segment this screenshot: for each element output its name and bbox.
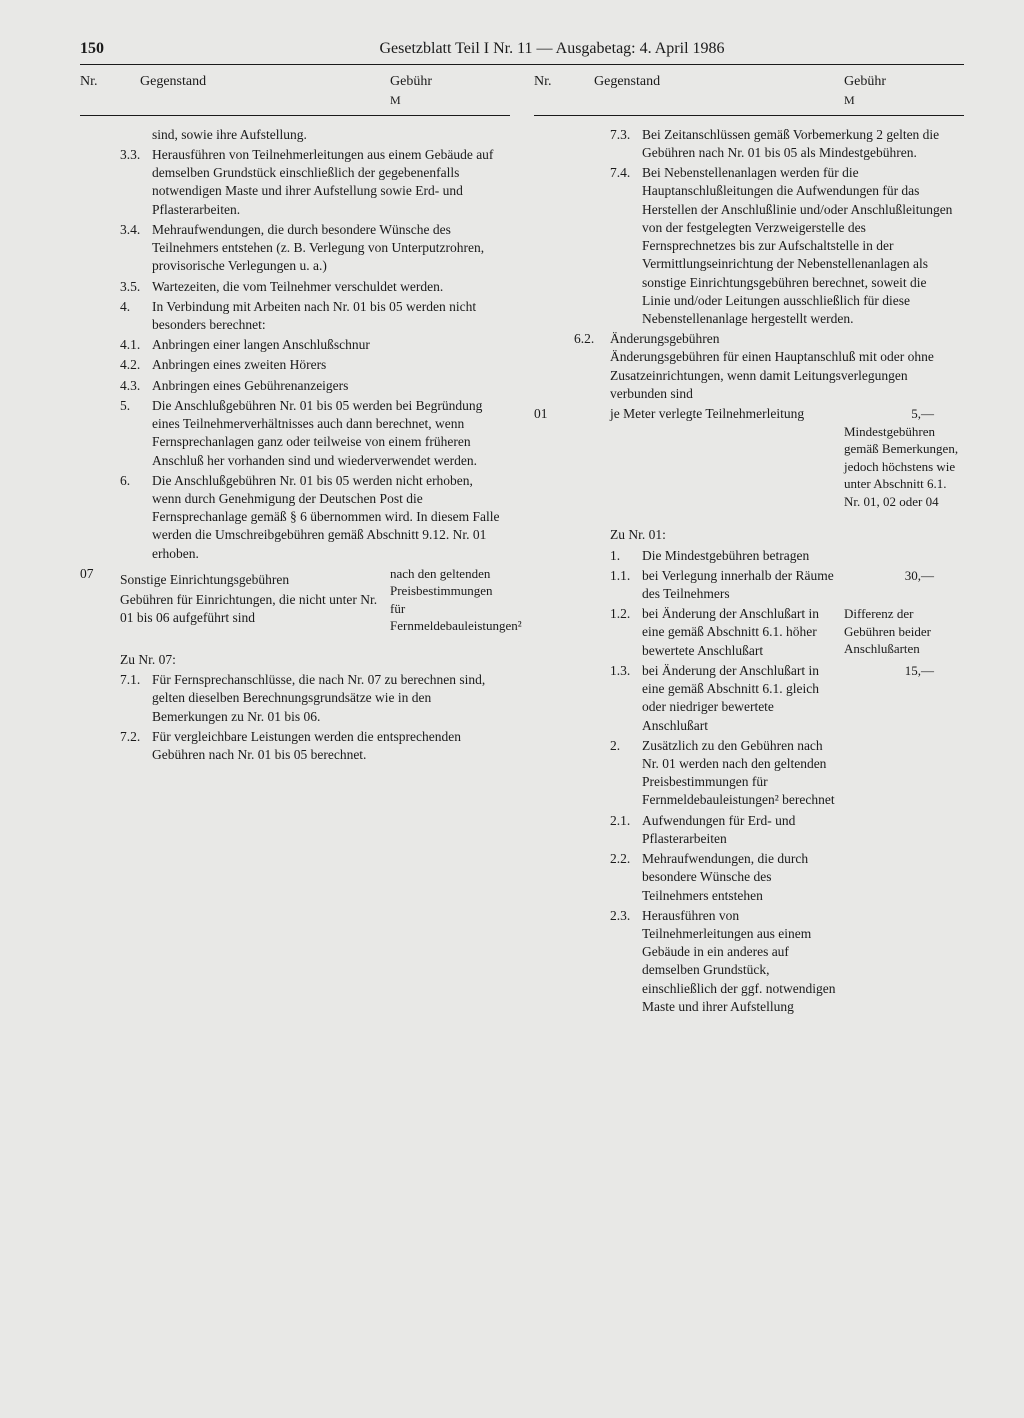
item-number: 2. [610,737,642,810]
entry-fee: nach den geltenden Preisbestimmungen für… [390,565,510,635]
row-01: 01 je Meter verlegte Teilnehmerleitung 5… [534,405,964,510]
right-column: Nr. Gegenstand Gebühr M 7.3.Bei Zeitansc… [534,73,964,1018]
item-number [120,126,152,144]
entry-nr: 07 [80,565,120,635]
item-text: Aufwendungen für Erd- und Pflasterarbeit… [642,812,844,848]
item-fee [844,737,964,810]
item-text: Die Mindestgebühren betragen [642,547,844,565]
item-text: Bei Zeitanschlüssen gemäß Vorbemerkung 2… [642,126,964,162]
list-item: 4.2.Anbringen eines zweiten Hörers [80,356,510,374]
list-item: 3.3.Herausführen von Teilnehmerleitungen… [80,146,510,219]
col-header-nr: Nr. [80,73,120,111]
item-text: Herausführen von Teilnehmerleitungen aus… [152,146,510,219]
item-text: Für vergleichbare Leistungen werden die … [152,728,510,764]
header-title: Gesetzblatt Teil I Nr. 11 — Ausgabetag: … [140,40,964,58]
item-number: 1.3. [610,662,642,735]
item-text: In Verbindung mit Arbeiten nach Nr. 01 b… [152,298,510,334]
entry-text: Sonstige Einrichtungsgebühren Gebühren f… [120,565,390,635]
page-number: 150 [80,40,140,58]
col-header-subj: Gegenstand [574,73,844,111]
item-number: 3.5. [120,278,152,296]
item-number: 7.3. [610,126,642,162]
col-header-fee: Gebühr M [844,73,964,111]
item-text: Zusätzlich zu den Gebühren nach Nr. 01 w… [642,737,844,810]
item-fee [844,812,964,848]
item-text: Wartezeiten, die vom Teilnehmer verschul… [152,278,510,296]
item-number: 4.3. [120,377,152,395]
item-number: 7.4. [610,164,642,328]
list-item: 7.2.Für vergleichbare Leistungen werden … [80,728,510,764]
item-text: Bei Nebenstellenanlagen werden für die H… [642,164,964,328]
entry-fee: 5,— Mindestgebühren gemäß Bemerkungen, j… [844,405,964,510]
item-number: 4.1. [120,336,152,354]
col-header-nr: Nr. [534,73,574,111]
page-header: 150 Gesetzblatt Teil I Nr. 11 — Ausgabet… [80,40,964,65]
entry-text: Änderungsgebühren Änderungsgebühren für … [610,330,964,403]
item-number: 7.1. [120,671,152,726]
item-number: 2.3. [610,907,642,1016]
item-number: 2.2. [610,850,642,905]
item-number: 3.4. [120,221,152,276]
item-number: 5. [120,397,152,470]
left-column: Nr. Gegenstand Gebühr M sind, sowie ihre… [80,73,510,1018]
zu01-label: Zu Nr. 01: [534,526,964,544]
item-fee [844,547,964,565]
item-text: Anbringen eines zweiten Hörers [152,356,510,374]
list-item: 7.3.Bei Zeitanschlüssen gemäß Vorbemerku… [534,126,964,162]
item-text: Anbringen eines Gebührenanzeigers [152,377,510,395]
list-item: 4.1.Anbringen einer langen Anschlußschnu… [80,336,510,354]
list-item: 2.3.Herausführen von Teilnehmerleitungen… [534,907,964,1016]
item-text: Die Anschlußgebühren Nr. 01 bis 05 werde… [152,472,510,563]
list-item: 7.1.Für Fernsprechanschlüsse, die nach N… [80,671,510,726]
item-number: 6. [120,472,152,563]
content-columns: Nr. Gegenstand Gebühr M sind, sowie ihre… [80,73,964,1018]
list-item: 7.4.Bei Nebenstellenanlagen werden für d… [534,164,964,328]
item-number: 7.2. [120,728,152,764]
item-number: 3.3. [120,146,152,219]
list-item: 2.1.Aufwendungen für Erd- und Pflasterar… [534,812,964,848]
list-item: 1.2.bei Änderung der Anschlußart in eine… [534,605,964,660]
item-text: Herausführen von Teilnehmerleitungen aus… [642,907,844,1016]
item-text: bei Änderung der Anschlußart in eine gem… [642,662,844,735]
item-fee: 30,— [844,567,964,603]
list-item: 3.4.Mehraufwendungen, die durch besonder… [80,221,510,276]
document-page: 150 Gesetzblatt Teil I Nr. 11 — Ausgabet… [0,0,1024,1058]
col-header-subj: Gegenstand [120,73,390,111]
item-text: Mehraufwendungen, die durch besondere Wü… [642,850,844,905]
list-item: 1.Die Mindestgebühren betragen [534,547,964,565]
item-number: 1.1. [610,567,642,603]
list-item: 6.Die Anschlußgebühren Nr. 01 bis 05 wer… [80,472,510,563]
item-number: 4. [120,298,152,334]
item-text: Anbringen einer langen Anschlußschnur [152,336,510,354]
item-number: 1.2. [610,605,642,660]
item-fee: 15,— [844,662,964,735]
item-number: 1. [610,547,642,565]
list-item: 4.In Verbindung mit Arbeiten nach Nr. 01… [80,298,510,334]
item-text: Die Anschlußgebühren Nr. 01 bis 05 werde… [152,397,510,470]
section-6-2: 6.2. Änderungsgebühren Änderungsgebühren… [534,330,964,403]
item-text: bei Verlegung innerhalb der Räume des Te… [642,567,844,603]
item-number: 2.1. [610,812,642,848]
col-header-fee: Gebühr M [390,73,510,111]
item-text: Mehraufwendungen, die durch besondere Wü… [152,221,510,276]
list-item: 2.2.Mehraufwendungen, die durch besonder… [534,850,964,905]
item-fee: Differenz der Gebühren beider Anschlußar… [844,605,964,660]
item-text: Für Fernsprechanschlüsse, die nach Nr. 0… [152,671,510,726]
item-fee [844,907,964,1016]
list-item: 5.Die Anschlußgebühren Nr. 01 bis 05 wer… [80,397,510,470]
list-item: 1.1.bei Verlegung innerhalb der Räume de… [534,567,964,603]
list-item: sind, sowie ihre Aufstellung. [80,126,510,144]
list-item: 3.5.Wartezeiten, die vom Teilnehmer vers… [80,278,510,296]
zu07-label: Zu Nr. 07: [80,651,510,669]
item-text: sind, sowie ihre Aufstellung. [152,126,510,144]
item-text: bei Änderung der Anschlußart in eine gem… [642,605,844,660]
col-header: Nr. Gegenstand Gebühr M [80,73,510,116]
section-07: 07 Sonstige Einrichtungsgebühren Gebühre… [80,565,510,635]
item-fee [844,850,964,905]
item-number: 4.2. [120,356,152,374]
list-item: 4.3.Anbringen eines Gebührenanzeigers [80,377,510,395]
list-item: 1.3.bei Änderung der Anschlußart in eine… [534,662,964,735]
col-header: Nr. Gegenstand Gebühr M [534,73,964,116]
list-item: 2.Zusätzlich zu den Gebühren nach Nr. 01… [534,737,964,810]
